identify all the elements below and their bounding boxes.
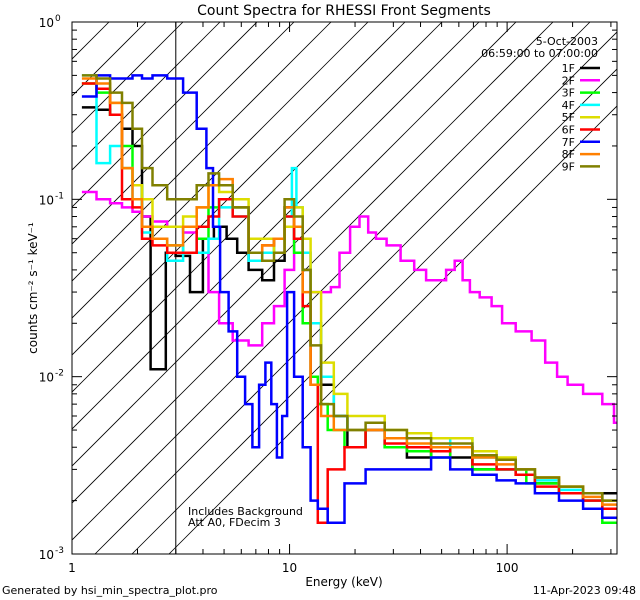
y-tick-label: 10 (39, 193, 54, 207)
legend-label-4F: 4F (562, 99, 575, 112)
y-tick-exponent: 0 (55, 14, 61, 24)
x-tick-label: 100 (496, 561, 519, 575)
series-line-8F (81, 77, 617, 506)
y-tick-exponent: -3 (55, 546, 64, 556)
hatch-line (72, 22, 110, 60)
x-tick-label: 10 (282, 561, 297, 575)
series-line-9F (81, 74, 617, 502)
y-tick-label: 10 (39, 548, 54, 562)
excluded-energy-hatch (72, 22, 617, 554)
series-layer (81, 74, 617, 525)
y-tick-exponent: -1 (55, 191, 64, 201)
hatch-line (72, 22, 554, 504)
legend-label-5F: 5F (562, 111, 575, 124)
hatch-line (131, 68, 617, 554)
legend-label-9F: 9F (562, 160, 575, 173)
y-axis-label: counts cm⁻² s⁻¹ keV⁻¹ (26, 222, 40, 354)
series-line-7F (81, 74, 617, 525)
plot-time-range: 06:59:00 to 07:00:00 (481, 47, 598, 60)
hatch-line (72, 22, 480, 430)
footer-timestamp: 11-Apr-2023 09:48 (533, 584, 636, 597)
hatch-line (72, 22, 184, 134)
legend-label-3F: 3F (562, 87, 575, 100)
series-line-6F (81, 82, 617, 525)
legend-label-8F: 8F (562, 148, 575, 161)
hatch-line (72, 22, 406, 356)
annotation-background: Includes Background (188, 505, 303, 518)
hatch-line (72, 22, 369, 319)
hatch-line (72, 22, 591, 541)
y-tick-label: 10 (39, 371, 54, 385)
hatch-line (168, 105, 617, 554)
hatch-line (72, 22, 517, 467)
plot-date: 5-Oct-2003 (536, 35, 598, 48)
x-axis-label: Energy (keV) (305, 575, 382, 589)
chart-title: Count Spectra for RHESSI Front Segments (197, 3, 491, 19)
plot-frame (71, 21, 618, 555)
hatch-line (72, 22, 295, 245)
hatch-line (94, 31, 617, 554)
legend-label-6F: 6F (562, 124, 575, 137)
series-line-1F (81, 106, 617, 502)
hatch-line (72, 22, 332, 282)
legend-label-1F: 1F (562, 62, 575, 75)
footer-generated-by: Generated by hsi_min_spectra_plot.pro (2, 584, 218, 597)
y-tick-label: 10 (39, 16, 54, 30)
series-line-3F (81, 82, 617, 525)
hatch-line (72, 22, 258, 208)
y-tick-exponent: -2 (55, 369, 64, 379)
legend-label-7F: 7F (562, 136, 575, 149)
annotation-attenuator: Att A0, FDecim 3 (188, 516, 281, 529)
series-line-4F (81, 74, 617, 510)
series-line-5F (81, 82, 617, 502)
x-tick-label: 1 (68, 561, 76, 575)
legend-label-2F: 2F (562, 74, 575, 87)
